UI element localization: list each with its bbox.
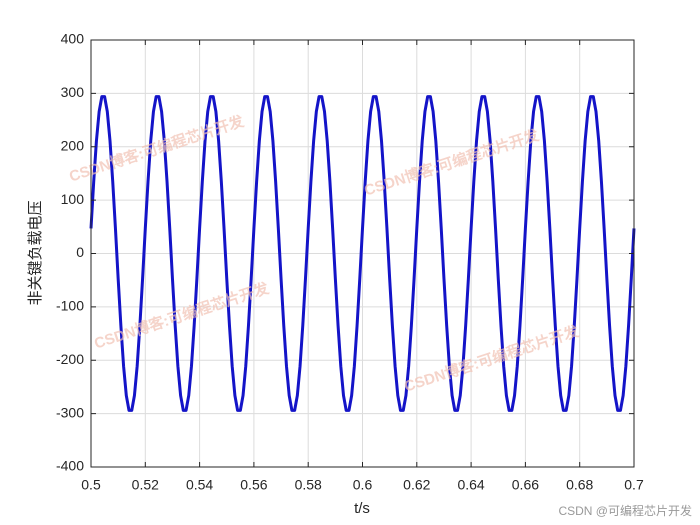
plot bbox=[89, 95, 636, 412]
x-tick-label: 0.68 bbox=[566, 477, 593, 493]
x-tick-label: 0.62 bbox=[403, 477, 430, 493]
y-tick-label: 200 bbox=[61, 137, 85, 153]
y-tick-label: 0 bbox=[76, 244, 84, 260]
y-tick-label: 300 bbox=[61, 84, 85, 100]
x-tick-label: 0.52 bbox=[132, 477, 159, 493]
x-tick-label: 0.58 bbox=[295, 477, 322, 493]
x-tick-label: 0.64 bbox=[457, 477, 484, 493]
x-tick-label: 0.5 bbox=[81, 477, 101, 493]
y-tick-label: 100 bbox=[61, 191, 85, 207]
x-tick-label: 0.66 bbox=[512, 477, 539, 493]
x-tick-label: 0.7 bbox=[624, 477, 644, 493]
x-tick-label: 0.54 bbox=[186, 477, 213, 493]
x-tick-label: 0.6 bbox=[353, 477, 373, 493]
y-axis-label: 非关键负载电压 bbox=[26, 200, 44, 305]
y-tick-label: -400 bbox=[56, 458, 84, 474]
series-line bbox=[89, 95, 636, 412]
y-tick-label: -100 bbox=[56, 298, 84, 314]
x-axis-label: t/s bbox=[354, 500, 370, 517]
y-tick-label: 400 bbox=[61, 31, 85, 47]
credit: CSDN @可编程芯片开发 bbox=[558, 503, 692, 518]
y-tick-label: -200 bbox=[56, 351, 84, 367]
ticks: 0.5 0.52 0.54 0.56 0.58 0.6 0.62 0.64 0.66 0.68 0.… bbox=[56, 31, 644, 493]
y-tick-label: -300 bbox=[56, 404, 84, 420]
x-tick-label: 0.56 bbox=[240, 477, 267, 493]
